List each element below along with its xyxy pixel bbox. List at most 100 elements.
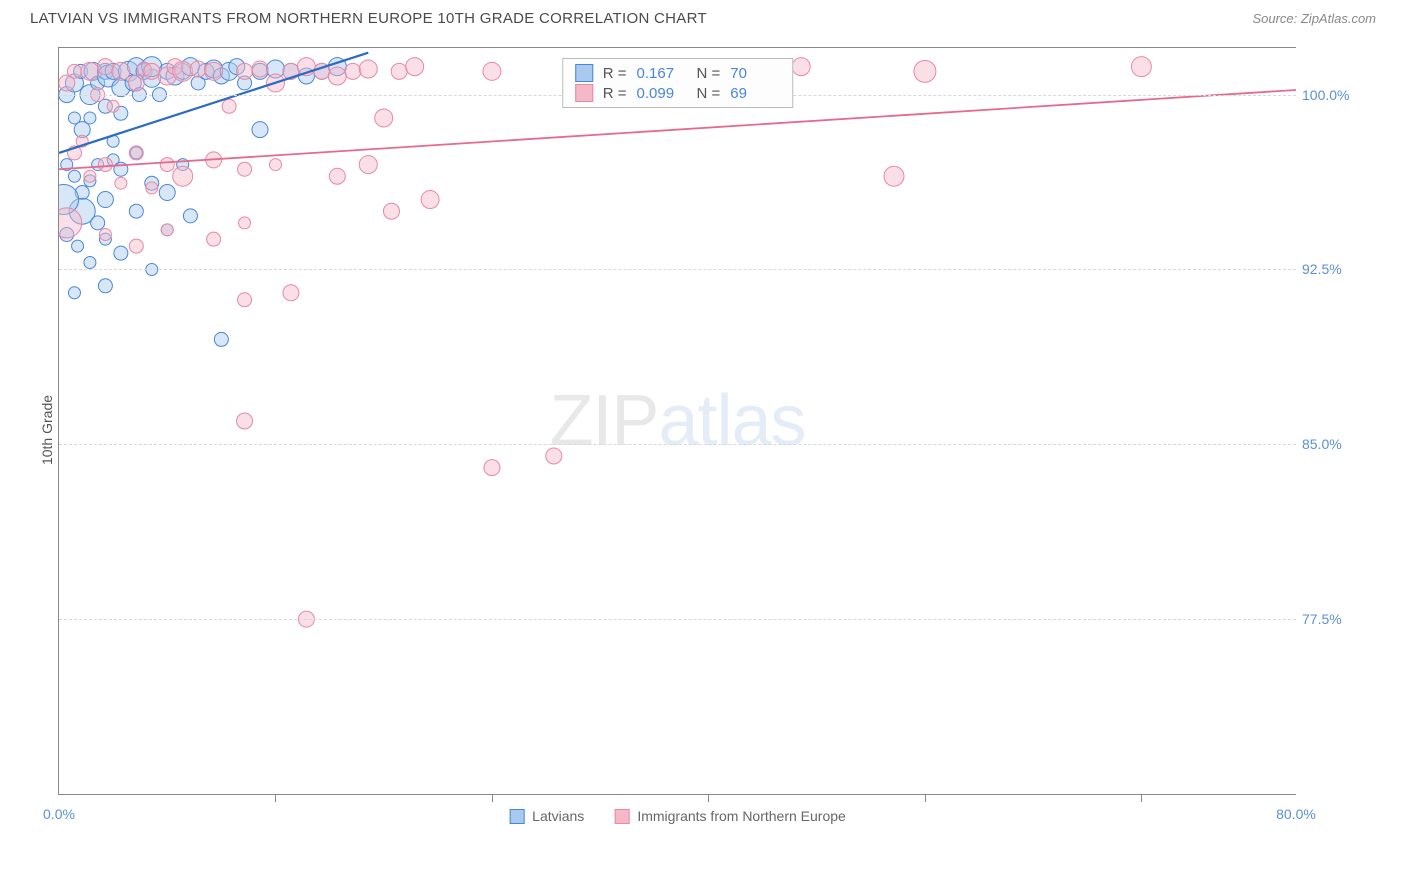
scatter-point: [229, 59, 245, 75]
bottom-legend: Latvians Immigrants from Northern Europe: [509, 808, 846, 824]
x-tick: [708, 794, 709, 802]
scatter-point: [914, 60, 936, 82]
legend-r-value: 0.167: [637, 65, 687, 82]
scatter-point: [98, 279, 112, 293]
gridline: [59, 269, 1296, 270]
scatter-point: [214, 332, 228, 346]
y-tick-label: 85.0%: [1302, 436, 1374, 452]
scatter-point: [105, 63, 121, 79]
scatter-point: [266, 60, 284, 78]
scatter-point: [69, 198, 95, 224]
scatter-point: [125, 75, 141, 91]
scatter-point: [206, 152, 222, 168]
scatter-point: [283, 63, 299, 79]
scatter-point: [114, 162, 128, 176]
scatter-point: [238, 293, 252, 307]
scatter-point: [97, 192, 113, 208]
scatter-point: [345, 63, 361, 79]
scatter-point: [84, 256, 96, 268]
scatter-point: [173, 166, 193, 186]
scatter-point: [98, 99, 112, 113]
legend-n-label: N =: [697, 85, 721, 102]
legend-n-value: 69: [730, 85, 780, 102]
legend-row: R = 0.167 N = 70: [575, 63, 781, 83]
scatter-point: [67, 64, 81, 78]
scatter-point: [92, 159, 104, 171]
legend-swatch: [575, 84, 593, 102]
legend-swatch: [614, 809, 629, 824]
scatter-point: [160, 158, 174, 172]
scatter-point: [98, 158, 112, 172]
scatter-point: [314, 63, 330, 79]
x-tick: [925, 794, 926, 802]
scatter-point: [421, 191, 439, 209]
scatter-point: [177, 159, 189, 171]
bottom-legend-item: Immigrants from Northern Europe: [614, 808, 846, 824]
scatter-point: [238, 76, 252, 90]
legend-label: Immigrants from Northern Europe: [637, 808, 846, 824]
scatter-point: [136, 63, 152, 79]
scatter-point: [213, 68, 229, 84]
scatter-point: [97, 63, 113, 79]
scatter-point: [97, 65, 119, 87]
y-tick-label: 77.5%: [1302, 611, 1374, 627]
scatter-point: [74, 122, 90, 138]
watermark: ZIPatlas: [549, 380, 805, 462]
scatter-point: [84, 62, 102, 80]
scatter-point: [68, 112, 80, 124]
scatter-point: [91, 216, 105, 230]
scatter-point: [81, 62, 99, 80]
scatter-point: [145, 176, 159, 190]
scatter-point: [173, 61, 193, 81]
scatter-point: [99, 229, 111, 241]
scatter-point: [97, 59, 113, 75]
scatter-point: [143, 69, 161, 87]
scatter-point: [237, 413, 253, 429]
gridline: [59, 619, 1296, 620]
y-tick-label: 100.0%: [1302, 87, 1374, 103]
x-tick: [492, 794, 493, 802]
scatter-point: [84, 112, 96, 124]
legend-r-label: R =: [603, 65, 627, 82]
scatter-point: [269, 159, 281, 171]
gridline: [59, 444, 1296, 445]
scatter-point: [68, 287, 80, 299]
scatter-point: [158, 67, 176, 85]
scatter-point: [142, 57, 162, 77]
scatter-point: [1131, 57, 1151, 77]
scatter-point: [59, 208, 82, 238]
scatter-point: [207, 232, 221, 246]
legend-n-label: N =: [697, 65, 721, 82]
scatter-point: [181, 58, 199, 76]
scatter-point: [161, 224, 173, 236]
scatter-point: [205, 60, 223, 78]
scatter-point: [146, 182, 158, 194]
scatter-point: [129, 204, 143, 218]
scatter-point: [114, 246, 128, 260]
scatter-point: [283, 63, 299, 79]
scatter-point: [383, 203, 399, 219]
scatter-point: [128, 75, 144, 91]
scatter-point: [283, 285, 299, 301]
scatter-point: [546, 448, 562, 464]
scatter-point: [91, 76, 105, 90]
scatter-point: [65, 74, 83, 92]
scatter-point: [239, 217, 251, 229]
y-tick-label: 92.5%: [1302, 261, 1374, 277]
scatter-point: [166, 67, 184, 85]
legend-n-value: 70: [730, 65, 780, 82]
scatter-point: [190, 61, 206, 77]
trend-line: [59, 53, 368, 153]
scatter-point: [191, 76, 205, 90]
scatter-point: [167, 59, 183, 75]
chart-container: 10th Grade ZIPatlas R = 0.167 N = 70 R =…: [58, 35, 1376, 825]
scatter-point: [59, 185, 79, 215]
scatter-point: [159, 63, 175, 79]
source-label: Source: ZipAtlas.com: [1252, 11, 1376, 26]
scatter-point: [183, 209, 197, 223]
y-axis-title: 10th Grade: [39, 395, 55, 465]
scatter-point: [205, 62, 223, 80]
scatter-point: [130, 147, 142, 159]
scatter-point: [406, 58, 424, 76]
scatter-point: [112, 62, 130, 80]
